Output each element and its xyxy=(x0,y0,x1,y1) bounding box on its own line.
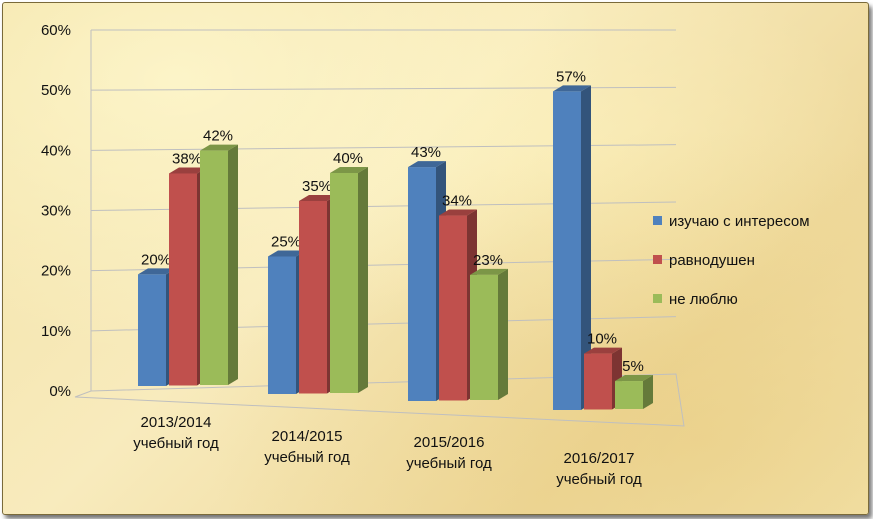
bar-side xyxy=(498,268,508,400)
data-label: 5% xyxy=(622,358,644,375)
bar xyxy=(268,256,296,394)
legend-label: изучаю с интересом xyxy=(669,213,810,230)
bar-top xyxy=(439,209,477,216)
data-label: 40% xyxy=(333,150,363,167)
bar-side xyxy=(643,375,653,409)
bar xyxy=(299,201,327,394)
bar xyxy=(408,167,436,401)
category-label: учебный год xyxy=(264,449,350,466)
bar-top xyxy=(584,347,622,354)
data-label: 42% xyxy=(203,128,233,145)
data-label: 34% xyxy=(442,193,472,210)
bar-top xyxy=(169,167,207,174)
data-label: 20% xyxy=(141,251,171,268)
bar-top xyxy=(299,195,337,201)
bar xyxy=(470,274,498,400)
bar xyxy=(439,215,467,401)
y-tick-label: 20% xyxy=(41,263,71,280)
legend-swatch xyxy=(653,255,662,264)
bar-top xyxy=(138,268,176,275)
bar xyxy=(584,353,612,410)
bar-top xyxy=(553,85,591,92)
category-label: 2013/2014 xyxy=(141,414,212,431)
bar-top xyxy=(470,268,508,275)
bar xyxy=(200,150,228,385)
category-label: 2016/2017 xyxy=(564,450,635,467)
y-tick-label: 50% xyxy=(41,82,71,99)
bar-chart: 0% 10% 20% 30% 40% 50% 60% 20% 25% 43% 57% 38% 35% 34… xyxy=(41,22,810,488)
bar xyxy=(169,173,197,386)
bar-side xyxy=(228,144,238,385)
data-label: 25% xyxy=(271,234,301,251)
bar-top xyxy=(200,144,238,151)
category-label: учебный год xyxy=(133,435,219,452)
category-label: учебный год xyxy=(556,471,642,488)
bar-top xyxy=(268,250,306,257)
y-tick-label: 40% xyxy=(41,142,71,159)
y-tick-label: 30% xyxy=(41,203,71,220)
category-label: учебный год xyxy=(406,455,492,472)
category-label: 2014/2015 xyxy=(272,428,343,445)
y-tick-label: 10% xyxy=(41,323,71,340)
bar xyxy=(330,173,358,393)
legend-swatch xyxy=(653,294,662,303)
data-label: 35% xyxy=(302,178,332,195)
bar xyxy=(138,274,166,386)
bar-side xyxy=(581,85,591,411)
data-label: 23% xyxy=(473,252,503,269)
bar-top xyxy=(330,167,368,173)
bar xyxy=(553,91,581,411)
y-tick-label: 0% xyxy=(49,383,71,400)
y-tick-label: 60% xyxy=(41,22,71,39)
legend-label: равнодушен xyxy=(669,252,755,269)
bar-top xyxy=(408,161,446,168)
bar xyxy=(615,381,643,409)
bar-top xyxy=(615,375,653,382)
data-label: 57% xyxy=(556,68,586,85)
data-label: 43% xyxy=(411,144,441,161)
category-label: 2015/2016 xyxy=(414,434,485,451)
data-label: 38% xyxy=(172,150,202,167)
legend-label: не люблю xyxy=(669,291,738,308)
data-label: 10% xyxy=(587,331,617,348)
legend-swatch xyxy=(653,216,662,225)
bar-side xyxy=(358,167,368,393)
